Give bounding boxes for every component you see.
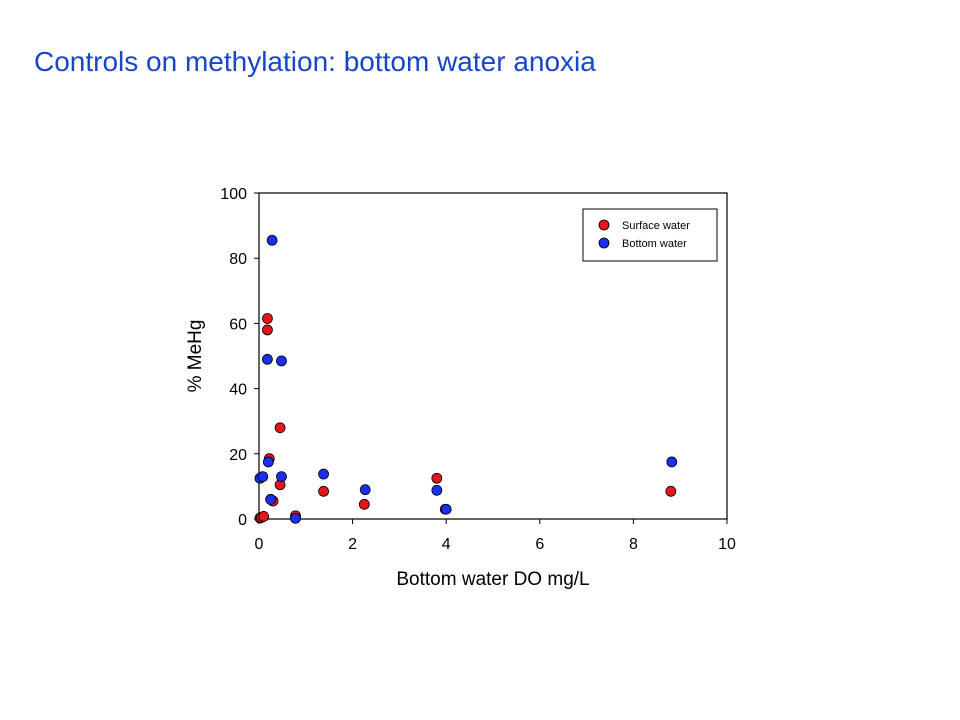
data-point-bottom: [257, 471, 269, 483]
data-point-surface: [262, 313, 273, 324]
data-point-bottom: [440, 503, 452, 515]
x-tick-label: 6: [535, 536, 544, 553]
data-point-bottom: [276, 355, 287, 367]
legend-label: Bottom water: [622, 238, 687, 250]
y-tick-label: 100: [220, 186, 247, 203]
y-tick-label: 0: [238, 512, 247, 529]
data-point-bottom: [265, 494, 277, 505]
legend-marker: [598, 237, 610, 249]
legend-marker: [598, 219, 610, 231]
x-tick-label: 0: [255, 536, 264, 553]
y-tick-label: 40: [229, 382, 247, 399]
data-point-surface: [258, 510, 270, 522]
x-tick-label: 2: [348, 536, 357, 553]
x-tick-label: 8: [629, 536, 638, 553]
plot-marks: [254, 234, 678, 524]
data-point-bottom: [262, 456, 274, 468]
data-point-bottom: [266, 234, 278, 246]
legend-box: [582, 208, 718, 262]
data-point-bottom: [359, 484, 371, 496]
data-point-surface: [358, 498, 370, 510]
data-point-bottom: [276, 471, 287, 483]
data-point-surface: [262, 324, 273, 336]
x-tick-label: 10: [718, 536, 736, 553]
y-tick-label: 60: [229, 316, 247, 333]
x-tick-label: 4: [442, 536, 451, 553]
data-point-bottom: [666, 456, 678, 468]
y-tick-label: 80: [229, 251, 247, 268]
data-point-surface: [318, 485, 329, 497]
slide-title: Controls on methylation: bottom water an…: [34, 46, 596, 77]
legend-label: Surface water: [622, 220, 690, 232]
data-point-bottom: [431, 484, 443, 496]
data-point-bottom: [290, 512, 301, 524]
data-point-surface: [274, 422, 286, 434]
y-tick-label: 20: [229, 447, 247, 464]
y-axis-label: % MeHg: [185, 320, 206, 393]
data-point-bottom: [262, 353, 273, 365]
data-point-surface: [665, 485, 677, 497]
data-point-bottom: [318, 468, 329, 480]
data-point-surface: [431, 472, 443, 484]
x-axis-label: Bottom water DO mg/L: [396, 569, 589, 590]
plot-frame: [258, 192, 728, 520]
legend: Surface water Bottom water: [582, 208, 718, 262]
